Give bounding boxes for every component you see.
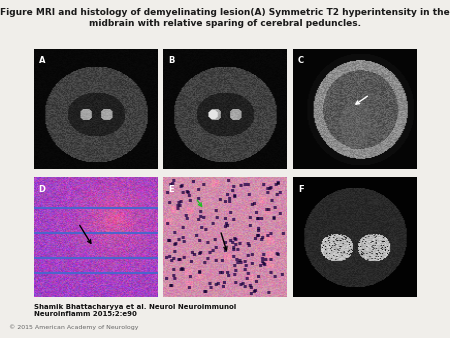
Text: © 2015 American Academy of Neurology: © 2015 American Academy of Neurology bbox=[9, 324, 139, 330]
Text: E: E bbox=[168, 185, 174, 194]
Text: C: C bbox=[298, 56, 304, 65]
Text: F: F bbox=[298, 185, 303, 194]
Text: Shamik Bhattacharyya et al. Neurol Neuroimmunol
Neuroinflamm 2015;2:e90: Shamik Bhattacharyya et al. Neurol Neuro… bbox=[34, 304, 236, 317]
Text: B: B bbox=[168, 56, 175, 65]
Text: Figure MRI and histology of demyelinating lesion(A) Symmetric T2 hyperintensity : Figure MRI and histology of demyelinatin… bbox=[0, 8, 450, 28]
Text: A: A bbox=[39, 56, 45, 65]
Text: D: D bbox=[39, 185, 46, 194]
